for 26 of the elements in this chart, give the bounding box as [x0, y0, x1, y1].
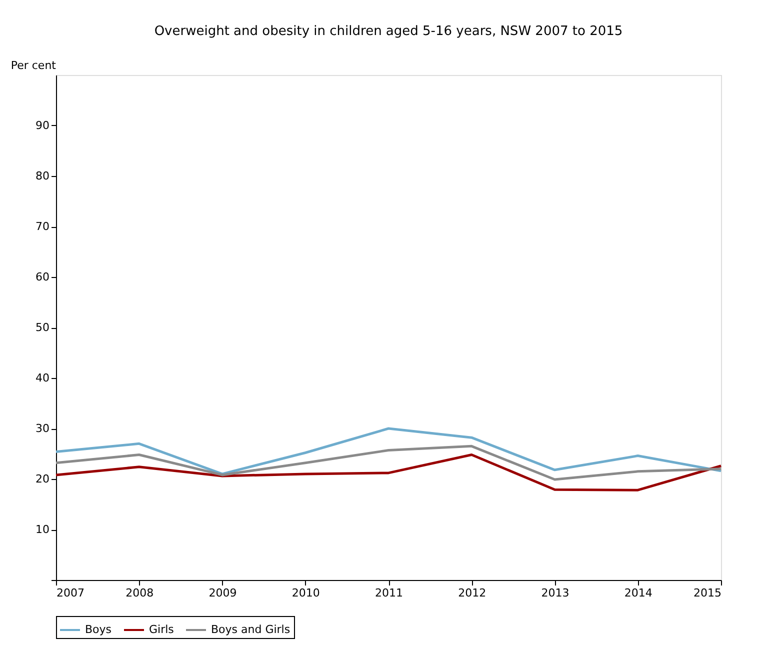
y-tick-label: 20 — [36, 472, 50, 486]
legend-label: Boys and Girls — [211, 623, 290, 636]
x-tick-label: 2014 — [624, 586, 652, 600]
x-tick-label: 2011 — [375, 586, 403, 600]
line-series — [54, 444, 722, 481]
x-tick-label: 2013 — [541, 586, 570, 600]
x-tick-label: 2010 — [292, 586, 320, 600]
y-tick-label: 60 — [36, 270, 50, 284]
x-tick-label: 2009 — [208, 586, 237, 600]
y-tick-label: 90 — [36, 119, 50, 132]
x-tick-label: 2015 — [694, 586, 722, 600]
x-tick-label: 2008 — [126, 586, 154, 600]
line-series — [54, 427, 722, 476]
y-tick-label: 10 — [36, 523, 50, 536]
y-tick-label: 50 — [36, 321, 50, 334]
x-tick-label: 2007 — [56, 586, 84, 600]
legend-label: Boys — [85, 623, 112, 636]
y-tick-label: 30 — [36, 422, 50, 435]
x-tick-label: 2012 — [458, 586, 486, 600]
y-tick-label: 40 — [36, 372, 50, 384]
chart-title: Overweight and obesity in children aged 5-16 years, NSW 2007 to 2015 — [154, 24, 623, 39]
y-tick-label: 70 — [36, 220, 50, 233]
line-series — [54, 454, 722, 492]
y-tick-label: 80 — [36, 170, 50, 182]
legend-label: Girls — [149, 623, 174, 636]
y-axis-title: Per cent — [10, 59, 57, 72]
